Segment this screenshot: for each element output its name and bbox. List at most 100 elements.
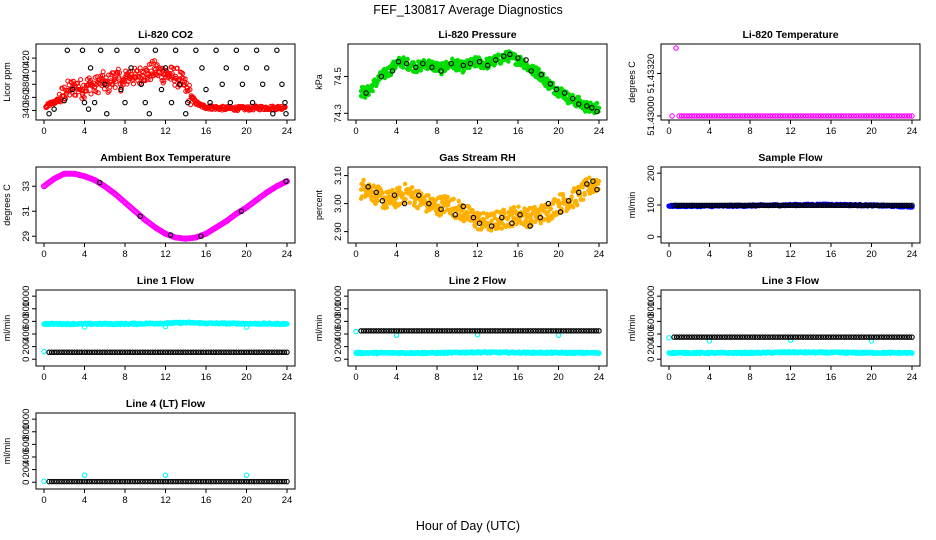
data-point — [213, 224, 220, 231]
y-axis-label: ml/min — [314, 315, 324, 342]
data-point — [896, 113, 903, 119]
data-point — [253, 105, 260, 111]
data-point — [593, 328, 600, 334]
data-point — [233, 349, 240, 356]
y-axis-label: Licor ppm — [2, 62, 12, 102]
data-point — [894, 334, 900, 340]
data-point — [168, 99, 175, 106]
x-tick-label: 24 — [907, 372, 918, 383]
data-point — [409, 63, 414, 68]
plot-frame — [660, 43, 921, 121]
data-point — [575, 101, 582, 107]
data-point — [170, 349, 176, 356]
data-point — [775, 202, 781, 209]
data-point — [233, 210, 240, 217]
data-point — [515, 328, 521, 334]
y-tick-label: 360 — [21, 89, 32, 105]
data-point — [274, 47, 280, 54]
data-series — [365, 178, 600, 229]
data-point — [58, 478, 65, 485]
data-point — [200, 478, 207, 485]
data-point — [281, 349, 288, 356]
data-point — [772, 113, 779, 119]
data-point — [699, 334, 705, 340]
data-point — [851, 113, 857, 119]
data-point — [161, 78, 167, 84]
data-point — [446, 328, 453, 334]
data-point — [253, 197, 260, 204]
data-point — [360, 328, 367, 334]
data-point — [805, 334, 811, 340]
data-point — [525, 215, 531, 220]
data-point — [438, 212, 444, 217]
data-point — [706, 202, 713, 209]
data-point — [522, 328, 529, 334]
data-point — [507, 51, 513, 58]
data-point — [102, 478, 108, 485]
data-point — [391, 192, 398, 198]
chart-panel: Line 3 Flow ml/min 0 4 8 12 16 20 24 0 20040060080… — [627, 275, 921, 383]
data-point — [696, 113, 703, 119]
data-point — [711, 334, 718, 340]
x-tick-label: 0 — [353, 126, 358, 137]
data-point — [451, 196, 456, 202]
data-point — [393, 332, 400, 339]
data-point — [737, 113, 743, 119]
y-tick-label: 0 — [21, 357, 32, 362]
data-point — [266, 478, 273, 485]
data-point — [99, 478, 105, 485]
y-tick-label: 51.43320 — [646, 54, 657, 94]
data-point — [704, 334, 710, 340]
data-point — [888, 202, 895, 209]
data-point — [840, 334, 847, 340]
data-point — [578, 328, 585, 334]
y-tick-label: 200 — [21, 339, 32, 355]
data-point — [515, 349, 521, 356]
data-point — [108, 78, 114, 84]
data-point — [566, 96, 571, 101]
data-point — [69, 478, 75, 485]
data-point — [739, 202, 746, 209]
data-point — [375, 198, 380, 204]
data-point — [96, 179, 103, 186]
data-point — [96, 478, 103, 485]
data-point — [546, 209, 551, 215]
data-point — [553, 86, 560, 93]
data-point — [759, 334, 766, 340]
data-point — [729, 202, 736, 209]
x-tick-label: 16 — [826, 249, 837, 260]
data-point — [802, 202, 809, 209]
data-point — [102, 81, 108, 88]
data-point — [833, 334, 839, 340]
data-point — [472, 328, 478, 334]
chart-panel: Line 2 Flow ml/min 0 4 8 12 16 20 24 0 20040060080… — [314, 275, 608, 383]
data-point — [381, 328, 387, 334]
data-point — [157, 478, 164, 485]
data-point — [823, 113, 829, 119]
data-point — [775, 334, 781, 340]
data-point — [81, 173, 88, 180]
data-point — [495, 218, 500, 223]
data-point — [434, 204, 440, 209]
data-point — [563, 328, 569, 334]
data-point — [205, 104, 211, 110]
data-point — [114, 478, 121, 485]
data-point — [517, 212, 523, 218]
data-point — [825, 202, 832, 209]
data-point — [396, 328, 402, 334]
data-point — [878, 202, 885, 209]
data-point — [863, 334, 870, 340]
data-point — [825, 113, 832, 119]
data-point — [248, 349, 255, 356]
data-point — [208, 349, 214, 356]
data-point — [71, 478, 78, 485]
data-point — [210, 349, 217, 356]
data-point — [220, 349, 227, 356]
data-point — [744, 202, 751, 209]
data-point — [190, 478, 197, 485]
data-point — [55, 97, 61, 103]
data-point — [177, 349, 184, 356]
data-point — [444, 201, 450, 206]
x-tick-label: 4 — [82, 126, 87, 137]
